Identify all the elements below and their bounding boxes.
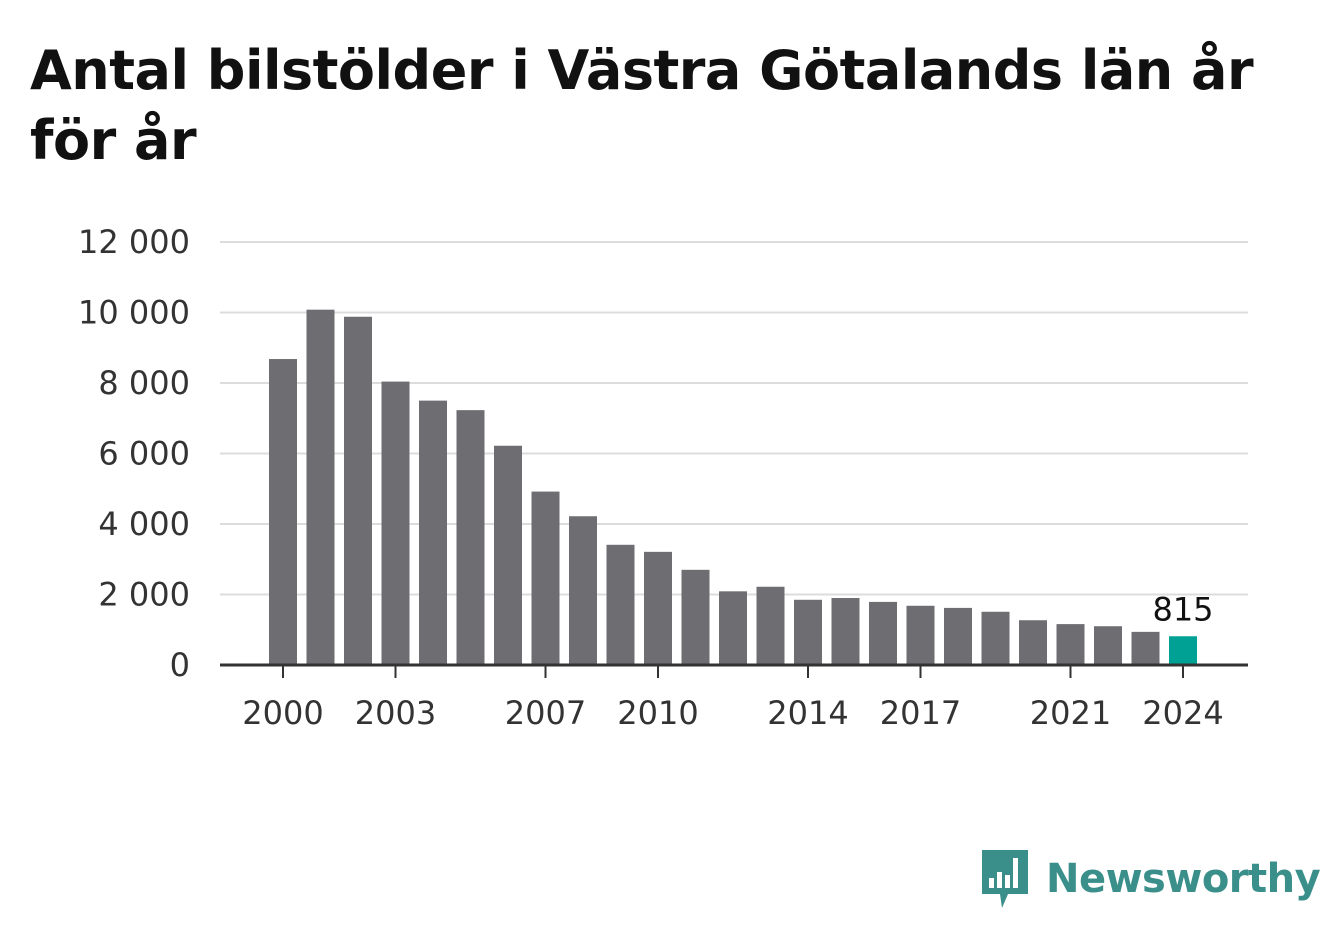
y-tick-label: 10 000 bbox=[78, 294, 190, 332]
bar bbox=[381, 381, 410, 665]
bar bbox=[1131, 631, 1160, 665]
newsworthy-logo-icon bbox=[982, 850, 1028, 908]
y-tick-label: 2 000 bbox=[98, 576, 190, 614]
bar bbox=[644, 551, 672, 665]
logo-bar-1 bbox=[989, 878, 994, 888]
bar bbox=[906, 605, 935, 665]
bar bbox=[569, 516, 597, 665]
x-tick-label: 2014 bbox=[767, 694, 848, 732]
chart-title: Antal bilstölder i Västra Götalands län … bbox=[30, 39, 1254, 172]
bar bbox=[306, 309, 335, 665]
bar bbox=[494, 445, 522, 665]
bar bbox=[719, 591, 747, 665]
grid-lines bbox=[220, 241, 1248, 596]
x-axis-labels: 2000 2003 2007 2010 2014 2017 2021 2024 bbox=[242, 694, 1223, 732]
x-tick-label: 2010 bbox=[617, 694, 698, 732]
y-tick-label: 4 000 bbox=[98, 505, 190, 543]
x-tick-label: 2024 bbox=[1142, 694, 1223, 732]
bar bbox=[1094, 626, 1122, 665]
annotations: 815 bbox=[1152, 590, 1213, 628]
x-tick-label: 2003 bbox=[355, 694, 436, 732]
bar bbox=[344, 316, 372, 665]
bar bbox=[831, 598, 860, 665]
bar bbox=[1056, 624, 1085, 665]
y-tick-label: 0 bbox=[170, 646, 190, 684]
bars bbox=[269, 309, 1197, 665]
y-axis-labels: 0 2 000 4 000 6 000 8 000 10 000 12 000 bbox=[78, 223, 190, 684]
x-tick-label: 2021 bbox=[1030, 694, 1111, 732]
y-tick-label: 12 000 bbox=[78, 223, 190, 261]
x-axis bbox=[220, 663, 1248, 678]
bar bbox=[756, 586, 785, 665]
logo-bar-4 bbox=[1013, 858, 1018, 888]
value-annotation: 815 bbox=[1152, 590, 1213, 628]
bar bbox=[1019, 620, 1047, 665]
bar bbox=[456, 410, 485, 665]
bar bbox=[269, 359, 297, 665]
bar bbox=[606, 544, 635, 665]
bar-highlight bbox=[1169, 636, 1197, 665]
logo-bar-2 bbox=[997, 872, 1002, 888]
bar bbox=[944, 607, 972, 665]
x-tick-label: 2000 bbox=[242, 694, 323, 732]
brand-name: Newsworthy bbox=[1046, 856, 1321, 902]
logo-bar-3 bbox=[1005, 875, 1010, 888]
bar bbox=[681, 569, 710, 665]
x-tick-label: 2007 bbox=[505, 694, 586, 732]
x-tick-label: 2017 bbox=[880, 694, 961, 732]
bar bbox=[531, 491, 560, 665]
bar bbox=[981, 611, 1010, 665]
bar bbox=[419, 400, 447, 665]
y-tick-label: 6 000 bbox=[98, 435, 190, 473]
bar bbox=[794, 599, 822, 665]
y-tick-label: 8 000 bbox=[98, 364, 190, 402]
brand-logo: Newsworthy bbox=[980, 848, 1321, 910]
bar bbox=[869, 601, 897, 665]
